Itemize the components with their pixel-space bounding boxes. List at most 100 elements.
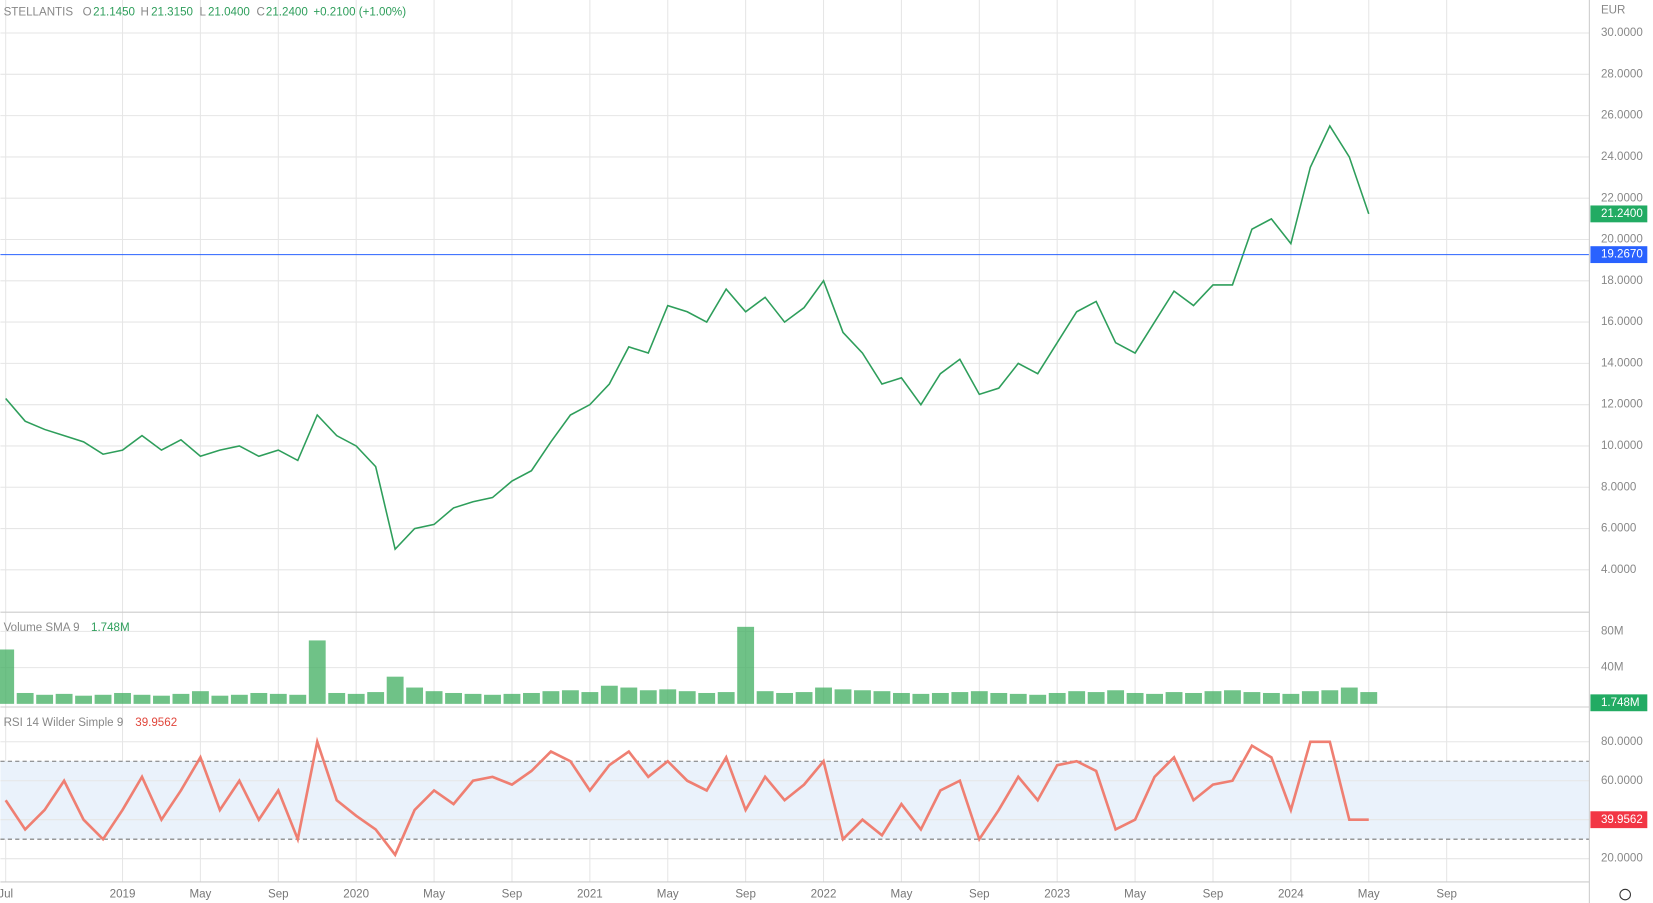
volume-bar [153,695,170,704]
x-tick-label: May [189,889,211,901]
volume-bar [931,692,949,704]
volume-bar [386,676,404,704]
volume-bar [912,693,930,704]
hline-label-box [1590,246,1648,264]
last-value-label: 1.748M [1601,697,1640,709]
x-tick-label: Sep [268,889,289,901]
y-tick-label: 20.0000 [1601,234,1643,246]
volume-bar [1243,692,1261,704]
volume-bar [94,694,112,704]
volume-bar [1262,692,1280,704]
volume-bar [951,692,969,704]
volume-bar [678,691,696,704]
volume-bar [445,692,462,704]
volume-bar [1146,693,1163,704]
pane-value: 1.748M [91,622,130,634]
x-tick-label: 2023 [1044,889,1070,901]
y-tick-label: 16.0000 [1601,316,1643,328]
volume-bar [834,689,852,704]
x-tick-label: May [1358,889,1380,901]
close-key: C [256,7,264,19]
volume-bar [1321,690,1339,704]
volume-bar [990,692,1008,704]
y-tick-label: 40M [1601,662,1624,674]
y-tick-label: 80M [1601,625,1624,637]
y-tick-label: 80.0000 [1601,736,1643,748]
volume-bar [523,692,540,704]
volume-bar [698,692,716,704]
y-tick-label: 24.0000 [1601,151,1643,163]
volume-bar [1165,692,1183,704]
rsi-band [0,761,1590,840]
volume-bar [484,694,501,704]
high: 21.3150 [151,7,193,19]
last-value-label: 39.9562 [1601,814,1643,826]
volume-bar [1107,690,1125,704]
volume-bar [75,695,93,704]
volume-bar [114,692,131,704]
volume-bar [308,640,326,704]
low: 21.0400 [208,7,250,19]
volume-bar [892,692,910,704]
currency[interactable]: EUR [1601,5,1625,17]
volume-bar [289,694,307,704]
volume-bar [1360,692,1378,704]
settings-icon[interactable] [1619,888,1631,901]
volume-bar [1048,692,1066,704]
volume-bar [230,694,248,704]
volume-bar [1087,692,1105,704]
y-tick-label: 26.0000 [1601,110,1643,122]
volume-bar [133,694,151,704]
volume-bar [172,693,190,704]
volume-bar [464,693,482,704]
y-tick-label: 28.0000 [1601,68,1643,80]
hline-label: 19.2670 [1601,249,1643,261]
x-tick-label: May [423,889,445,901]
header: STELLANTIS O 21.1450 H 21.3150 L 21.0400… [4,5,1626,19]
volume-bar [36,694,54,704]
y-tick-label: 10.0000 [1601,440,1643,452]
volume-bar [737,626,755,704]
open-key: O [83,7,92,19]
volume-bar [717,692,735,704]
volume-bar [191,691,209,704]
volume-bar [269,693,287,704]
volume-bar [1009,693,1027,704]
volume-bar [211,695,229,704]
volume-bar [1126,692,1144,704]
volume-bar [795,692,813,704]
x-tick-label: 2024 [1278,889,1304,901]
volume-bar [0,649,15,704]
y-tick-label: 18.0000 [1601,275,1643,287]
volume-bar [347,693,365,704]
volume-bar [1340,687,1358,704]
symbol: STELLANTIS [4,7,74,19]
price-line [5,124,1370,551]
volume-bar [620,687,638,704]
volume-bar [1224,690,1241,704]
x-tick-label: Sep [1436,889,1457,901]
volume-bar [873,691,891,704]
x-tick-label: 2022 [811,889,837,901]
x-tick-label: Sep [735,889,756,901]
volume-bar [854,690,871,704]
last-value-box [1590,694,1648,712]
y-tick-label: 12.0000 [1601,399,1643,411]
volume-bar [503,693,521,704]
volume-bar [250,692,268,704]
volume-bar [581,692,599,704]
x-tick-label: 2019 [110,889,136,901]
y-tick-label: 20.0000 [1601,853,1643,865]
volume-bar [600,685,618,704]
x-tick-label: 2020 [343,889,369,901]
volume-bar [1185,692,1202,704]
volume-bar [815,687,832,704]
volume-bar [1301,691,1319,704]
x-tick-label: Jul [0,889,13,901]
x-tick-label: Sep [502,889,523,901]
rsi-line [4,736,1369,858]
volume-bar [776,692,794,704]
volume-bar [425,691,443,704]
volume-bar [542,691,560,704]
